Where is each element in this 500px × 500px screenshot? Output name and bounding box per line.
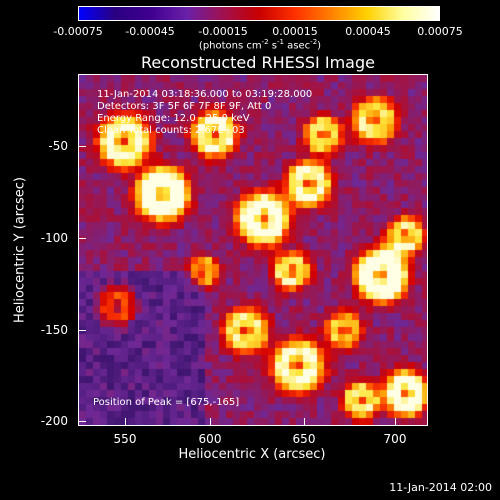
colorbar-tick-label: -0.00015: [198, 25, 248, 38]
rhessi-image: [79, 75, 427, 425]
y-tick: [78, 146, 86, 147]
y-axis-label: Heliocentric Y (arcsec): [12, 177, 28, 323]
colorbar: [78, 6, 440, 21]
energy-range-label: Energy Range: 12.0 - 25.0 keV: [97, 113, 250, 124]
y-tick: [78, 238, 86, 239]
time-range-label: 11-Jan-2014 03:18:36.000 to 03:19:28.000: [97, 89, 313, 100]
colorbar-tick-label: -0.00045: [125, 25, 175, 38]
method-counts-label: Clean Total counts: 2.67E+03: [97, 125, 245, 136]
colorbar-units: (photons cm-2 s-1 asec-2): [198, 38, 322, 52]
colorbar-tick-label: -0.00075: [53, 25, 103, 38]
image-panel: 11-Jan-2014 03:18:36.000 to 03:19:28.000…: [78, 74, 428, 426]
x-axis-label: Heliocentric X (arcsec): [178, 447, 326, 462]
y-tick-label: -150: [40, 323, 68, 337]
colorbar-tick-label: 0.00045: [345, 25, 391, 38]
y-tick-label: -50: [48, 139, 68, 153]
x-tick: [125, 418, 126, 426]
y-tick-label: -100: [40, 231, 68, 245]
x-tick-label: 650: [292, 432, 316, 446]
peak-position-label: Position of Peak = [675,-165]: [93, 397, 240, 408]
detectors-label: Detectors: 3F 5F 6F 7F 8F 9F, Att 0: [97, 101, 272, 112]
colorbar-tick-label: 0.00015: [272, 25, 318, 38]
y-tick: [78, 421, 86, 422]
x-tick: [210, 418, 211, 426]
x-tick-label: 700: [383, 432, 407, 446]
colorbar-tick-label: 0.00075: [417, 25, 463, 38]
plot-title: Reconstructed RHESSI Image: [141, 53, 375, 72]
x-tick-label: 600: [198, 432, 222, 446]
footer-date: 11-Jan-2014 02:00: [389, 481, 492, 494]
x-tick: [395, 418, 396, 426]
x-tick-label: 550: [113, 432, 137, 446]
y-tick: [78, 330, 86, 331]
y-tick-label: -200: [40, 414, 68, 428]
x-tick: [304, 418, 305, 426]
